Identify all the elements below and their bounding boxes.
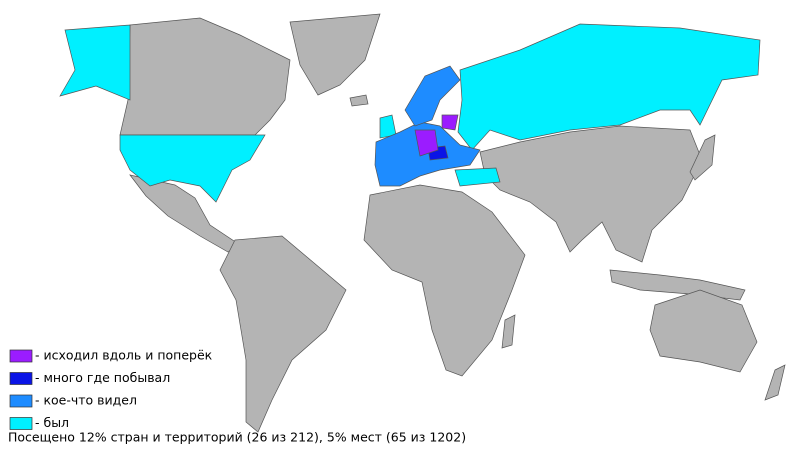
legend-label: - кое-что видел <box>35 393 137 408</box>
legend-label: - был <box>35 415 69 430</box>
countries <box>59 13 786 433</box>
russia <box>457 23 761 151</box>
legend-swatch <box>9 417 33 430</box>
new-zealand <box>764 364 786 401</box>
legend: - исходил вдоль и поперёк - много где поб… <box>9 348 213 430</box>
alaska <box>59 24 131 101</box>
footer: Посещено 12% стран и территорий (26 из 2… <box>8 430 466 445</box>
germany <box>414 129 439 157</box>
asia <box>479 125 703 263</box>
legend-label: - исходил вдоль и поперёк <box>35 348 213 363</box>
greenland <box>289 13 381 96</box>
legend-swatch <box>9 349 33 363</box>
iceland <box>349 94 369 107</box>
legend-swatch <box>9 372 33 385</box>
australia <box>649 289 758 373</box>
africa <box>363 184 526 377</box>
baltics <box>441 114 459 131</box>
south-america <box>219 235 347 433</box>
legend-swatch <box>9 394 33 408</box>
legend-label: - много где побывал <box>35 370 170 385</box>
indonesia <box>609 269 746 301</box>
madagascar <box>501 314 516 349</box>
scandinavia <box>404 65 461 127</box>
usa <box>119 134 266 203</box>
japan <box>689 134 716 181</box>
canada <box>119 17 291 136</box>
turkey <box>454 167 501 187</box>
